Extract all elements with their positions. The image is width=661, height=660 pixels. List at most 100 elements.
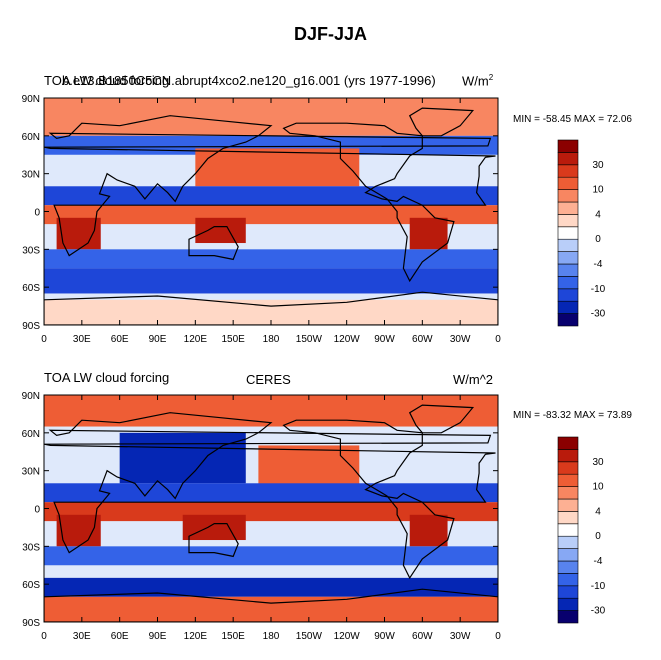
map-1-xtick-label: 90W	[374, 334, 395, 345]
panel2-center-title: CERES	[246, 372, 291, 387]
colorbar-1-label: -10	[591, 284, 606, 295]
map-2-xtick-label: 0	[41, 631, 47, 642]
panel1-min-max: MIN = -58.45 MAX = 72.06	[513, 114, 632, 125]
map-1-xtick-label: 30W	[450, 334, 471, 345]
colorbar-1-label: 30	[592, 160, 604, 171]
map-1-region-1	[44, 98, 498, 136]
map-1-xtick-label: 90E	[149, 334, 167, 345]
colorbar-1-swatch	[557, 189, 579, 203]
map-2-xtick-label: 90W	[374, 631, 395, 642]
colorbar-2-label: 10	[592, 482, 604, 493]
colorbar-2-label: 0	[595, 531, 601, 542]
colorbar-2-swatch	[557, 436, 579, 450]
colorbar-1-swatch	[557, 226, 579, 240]
map-2-coastline-1	[44, 412, 496, 554]
figure-title: DJF-JJA	[293, 24, 368, 44]
map-1-coastline-3	[188, 226, 239, 261]
map-1-coastline-5	[44, 291, 498, 325]
map-1-ytick-label: 90N	[22, 94, 40, 105]
map-1-xtick-label: 150E	[221, 334, 245, 345]
map-2-ytick-label: 0	[34, 505, 40, 516]
map-2-xtick-label: 60E	[111, 631, 129, 642]
map-1-region-8	[195, 217, 246, 244]
map-2-ytick-label: 90N	[22, 391, 40, 402]
colorbar-1-label: -4	[594, 259, 603, 270]
colorbar-2-swatch	[557, 597, 579, 611]
map-1-region-10	[44, 268, 498, 294]
map-2-region-7	[409, 514, 448, 547]
panel2-units: W/m^2	[453, 372, 494, 387]
map-2-coastline-5	[44, 588, 498, 622]
map-1-ytick-label: 30N	[22, 170, 40, 181]
colorbar-2-swatch	[557, 535, 579, 549]
colorbar-2-swatch	[557, 461, 579, 475]
map-1-coastline-1	[44, 115, 496, 257]
colorbar-1-swatch	[557, 300, 579, 314]
map-2-region-2	[119, 432, 246, 484]
map-1-xtick-label: 150W	[296, 334, 323, 345]
map-1-xtick-label: 60W	[412, 334, 433, 345]
map-1-coastline-4	[408, 107, 475, 137]
map-2-region-10	[44, 577, 498, 597]
map-1-region-4	[44, 186, 498, 206]
map-2-region-4	[44, 483, 498, 503]
colorbar-2-label: 4	[595, 506, 601, 517]
map-2-xtick-label: 180	[263, 631, 280, 642]
colorbar-1-label: 0	[595, 234, 601, 245]
colorbar-1-swatch	[557, 276, 579, 290]
colorbar-1-label: 10	[592, 185, 604, 196]
map-2-xtick-label: 150W	[296, 631, 323, 642]
map-2-xtick-label: 120W	[334, 631, 361, 642]
map-2-xtick-label: 30E	[73, 631, 91, 642]
map-1-coastline-2	[282, 122, 455, 283]
colorbar-1-swatch	[557, 214, 579, 228]
colorbar-2-label: 30	[592, 457, 604, 468]
panel1-center-title: b.e13.B1850C5CN.abrupt4xco2.ne120_g16.00…	[62, 73, 436, 88]
colorbar-1-swatch	[557, 313, 579, 327]
colorbar-1-swatch	[557, 238, 579, 252]
colorbar-1-swatch	[557, 251, 579, 265]
map-2-xtick-label: 90E	[149, 631, 167, 642]
map-1-ytick-label: 0	[34, 208, 40, 219]
map-1-region-3	[195, 148, 360, 187]
map-2-coastline-3	[188, 522, 239, 558]
colorbar-2-swatch	[557, 486, 579, 500]
map-1-xtick-label: 60E	[111, 334, 129, 345]
map-2-xtick-label: 0	[495, 631, 501, 642]
map-1-xtick-label: 30E	[73, 334, 91, 345]
map-1-ytick-label: 60S	[22, 283, 40, 294]
colorbar-1-swatch	[557, 164, 579, 178]
map-2-region-1	[44, 395, 498, 427]
map-1-xtick-label: 180	[263, 334, 280, 345]
panel1-units: W/m2	[462, 73, 494, 89]
map-1-region-7	[409, 217, 448, 250]
colorbar-1-swatch	[557, 176, 579, 190]
colorbar-1-swatch	[557, 288, 579, 302]
map-1-xtick-label: 0	[41, 334, 47, 345]
map-2-region-3	[258, 445, 360, 490]
colorbar-1-swatch	[557, 139, 579, 153]
map-1-field	[44, 98, 498, 325]
colorbar-2-swatch	[557, 473, 579, 487]
map-2-xtick-label: 30W	[450, 631, 471, 642]
colorbar-2-swatch	[557, 449, 579, 463]
colorbar-1-label: 4	[595, 209, 601, 220]
colorbar-1-swatch	[557, 201, 579, 215]
map-2-ytick-label: 60N	[22, 429, 40, 440]
map-2-xtick-label: 60W	[412, 631, 433, 642]
colorbar-2-label: -4	[594, 556, 603, 567]
colorbar-2-swatch	[557, 610, 579, 624]
map-2-region-5	[44, 502, 498, 522]
map-1-ytick-label: 90S	[22, 321, 40, 332]
map-1-xtick-label: 120E	[184, 334, 208, 345]
map-1-xtick-label: 120W	[334, 334, 361, 345]
map-2-xtick-label: 120E	[184, 631, 208, 642]
colorbar-1-swatch	[557, 152, 579, 166]
map-2-ytick-label: 30S	[22, 542, 40, 553]
map-2-coastline-2	[282, 419, 455, 580]
map-1-region-5	[44, 205, 498, 225]
map-2-coastline-4	[408, 404, 475, 434]
panel2-left-title: TOA LW cloud forcing	[44, 370, 170, 385]
colorbar-1-swatch	[557, 263, 579, 277]
